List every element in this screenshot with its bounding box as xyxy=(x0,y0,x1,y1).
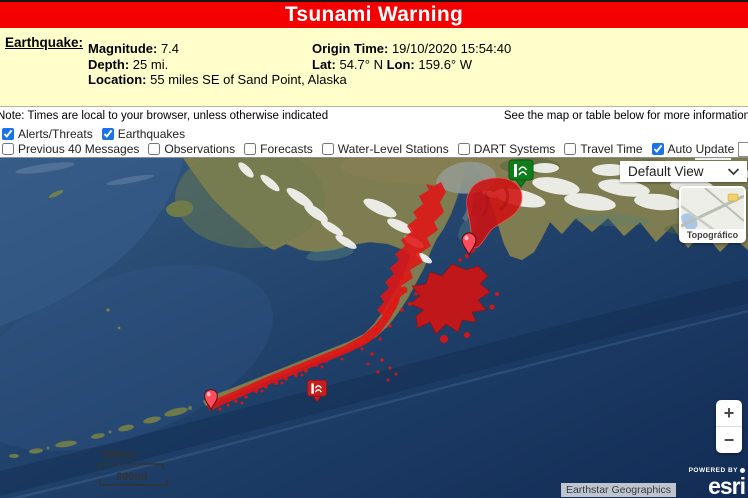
magnitude-row: Magnitude: 7.4 xyxy=(88,41,347,57)
forecasts-checkbox[interactable] xyxy=(244,143,257,155)
filter-alerts-threats[interactable]: Alerts/Threats xyxy=(2,127,93,141)
earthquake-details-right: Origin Time: 19/10/2020 15:54:40 Lat: 54… xyxy=(312,41,511,72)
water-level-station-marker-green[interactable] xyxy=(508,159,534,188)
previous-messages-label: Previous 40 Messages xyxy=(18,142,140,156)
filter-previous-messages[interactable]: Previous 40 Messages xyxy=(2,142,139,156)
travel-time-checkbox[interactable] xyxy=(564,143,577,155)
forecasts-label: Forecasts xyxy=(260,142,313,156)
auto-update-group: Auto Update min xyxy=(651,141,748,157)
auto-update-checkbox[interactable] xyxy=(651,143,664,155)
location-row: Location: 55 miles SE of Sand Point, Ala… xyxy=(88,72,347,88)
origin-time-row: Origin Time: 19/10/2020 15:54:40 xyxy=(312,41,511,57)
origin-time-label: Origin Time: xyxy=(312,41,389,56)
filter-row-1: Alerts/Threats Earthquakes xyxy=(2,126,748,141)
earthquake-section-label: Earthquake: xyxy=(5,35,84,50)
scale-mi-label: 200mi xyxy=(116,471,147,483)
alaska-tsunami-map[interactable]: 300km 200mi xyxy=(0,157,748,498)
depth-label: Depth: xyxy=(88,56,130,72)
page-title: Tsunami Warning xyxy=(284,3,464,26)
basemap-toggle[interactable]: Topográfico xyxy=(679,186,746,243)
view-dropdown-value: Default View xyxy=(628,164,704,179)
auto-update-label: Auto Update xyxy=(667,142,735,156)
note-bar: Note: Times are local to your browser, u… xyxy=(0,107,748,125)
filter-row-2: Previous 40 Messages Observations Foreca… xyxy=(2,141,748,157)
map-attribution: Earthstar Geographics xyxy=(560,483,676,497)
earthquakes-label: Earthquakes xyxy=(117,126,186,141)
magnitude-value: 7.4 xyxy=(160,41,180,56)
tsunami-warning-zones xyxy=(207,177,523,411)
auto-update-interval-input[interactable] xyxy=(738,141,748,157)
islands xyxy=(9,190,194,458)
filter-water-level-stations[interactable]: Water-Level Stations xyxy=(321,142,449,156)
water-level-stations-checkbox[interactable] xyxy=(321,143,334,155)
observations-checkbox[interactable] xyxy=(148,143,161,155)
observations-label: Observations xyxy=(164,142,236,156)
lat-value: 54.7° N xyxy=(339,56,383,72)
basemap-preview-art xyxy=(681,188,744,241)
location-label: Location: xyxy=(88,72,147,87)
latlon-row: Lat: 54.7° N Lon: 159.6° W xyxy=(312,57,511,73)
zoom-in-button[interactable]: + xyxy=(723,402,735,423)
filter-travel-time[interactable]: Travel Time xyxy=(564,142,643,156)
basemap-thumbnail: Topográfico xyxy=(681,188,744,241)
note-more-info: See the map or table below for more info… xyxy=(503,110,748,122)
lat-label: Lat: xyxy=(312,56,336,72)
esri-wordmark: esri xyxy=(708,473,746,498)
map-pin-kodiak[interactable] xyxy=(461,232,477,258)
esri-globe-icon xyxy=(740,468,745,474)
magnitude-label: Magnitude: xyxy=(88,41,158,56)
location-value: 55 miles SE of Sand Point, Alaska xyxy=(150,72,347,87)
earthquakes-checkbox[interactable] xyxy=(101,127,114,140)
origin-time-value: 19/10/2020 15:54:40 xyxy=(391,41,512,56)
zoom-out-button[interactable]: − xyxy=(723,429,735,450)
zoom-control: + − xyxy=(716,400,742,453)
alerts-threats-checkbox[interactable] xyxy=(2,127,14,140)
clipped-control xyxy=(695,158,731,160)
chevron-down-icon xyxy=(727,167,740,175)
water-level-station-marker-red[interactable] xyxy=(306,379,328,403)
map-scale-bar: 300km 200mi xyxy=(99,449,169,486)
earthquake-details-left: Magnitude: 7.4 Depth: 25 mi. Location: 5… xyxy=(88,41,347,88)
filter-earthquakes[interactable]: Earthquakes xyxy=(101,126,186,141)
tsunami-warning-banner: Tsunami Warning xyxy=(0,2,748,28)
map-pin-epicenter[interactable] xyxy=(204,389,218,412)
view-dropdown[interactable]: Default View xyxy=(620,161,747,182)
filter-observations[interactable]: Observations xyxy=(148,142,235,156)
water-level-stations-label: Water-Level Stations xyxy=(337,142,449,156)
dart-systems-label: DART Systems xyxy=(473,142,556,156)
basemap-label: Topográfico xyxy=(686,230,739,240)
lon-value: 159.6° W xyxy=(418,56,473,72)
filter-dart-systems[interactable]: DART Systems xyxy=(457,142,556,156)
previous-messages-checkbox[interactable] xyxy=(2,143,14,155)
earthquake-info-panel: Earthquake: Magnitude: 7.4 Depth: 25 mi.… xyxy=(0,28,748,107)
filter-forecasts[interactable]: Forecasts xyxy=(244,142,313,156)
note-text: Note: Times are local to your browser, u… xyxy=(0,110,329,122)
map-canvas[interactable]: 300km 200mi xyxy=(0,158,748,498)
lon-label: Lon: xyxy=(386,56,415,72)
zoom-divider xyxy=(716,426,742,427)
travel-time-label: Travel Time xyxy=(580,142,643,156)
powered-by-label: POWERED BY xyxy=(688,466,738,474)
dart-systems-checkbox[interactable] xyxy=(457,143,470,155)
alerts-threats-label: Alerts/Threats xyxy=(18,126,93,141)
depth-row: Depth: 25 mi. xyxy=(88,57,347,73)
depth-value: 25 mi. xyxy=(132,56,169,72)
esri-logo: POWERED BY esri xyxy=(688,466,746,498)
layer-filters: Alerts/Threats Earthquakes Previous 40 M… xyxy=(0,125,748,157)
scale-km-label: 300km xyxy=(102,449,136,461)
